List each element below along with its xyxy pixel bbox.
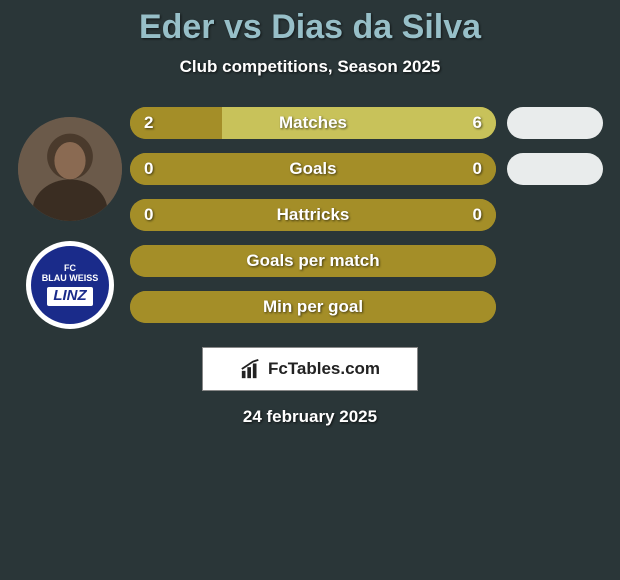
content: Eder vs Dias da Silva Club competitions,… xyxy=(0,0,620,427)
bar-label: Matches xyxy=(130,107,496,139)
main-row: FC BLAU WEISS LINZ 26Matches 00Goals 00Hat… xyxy=(0,107,620,329)
pill-slot xyxy=(507,153,603,185)
chart-icon xyxy=(240,358,262,380)
stat-bar: Min per goal xyxy=(130,291,496,323)
bar-label: Hattricks xyxy=(130,199,496,231)
bar-label: Goals per match xyxy=(130,245,496,277)
bars-column: 26Matches 00Goals 00Hattricks Goals per mat… xyxy=(130,107,500,323)
stat-bar: 00Goals xyxy=(130,153,496,185)
stat-pill xyxy=(507,107,603,139)
stat-bar: Goals per match xyxy=(130,245,496,277)
page-subtitle: Club competitions, Season 2025 xyxy=(0,57,620,77)
stat-bar: 26Matches xyxy=(130,107,496,139)
right-column xyxy=(500,107,610,323)
stat-bar: 00Hattricks xyxy=(130,199,496,231)
footer: FcTables.com 24 february 2025 xyxy=(0,347,620,427)
bar-label: Goals xyxy=(130,153,496,185)
left-column: FC BLAU WEISS LINZ xyxy=(10,107,130,329)
avatar-placeholder-icon xyxy=(18,117,122,221)
brand-box[interactable]: FcTables.com xyxy=(202,347,418,391)
pill-slot xyxy=(507,107,603,139)
club-badge-inner: FC BLAU WEISS LINZ xyxy=(31,246,109,324)
date-text: 24 february 2025 xyxy=(243,407,377,427)
stat-pill xyxy=(507,153,603,185)
bar-label: Min per goal xyxy=(130,291,496,323)
club-line2: BLAU WEISS xyxy=(42,274,99,284)
club-badge: FC BLAU WEISS LINZ xyxy=(26,241,114,329)
brand-text: FcTables.com xyxy=(268,359,380,379)
club-line3: LINZ xyxy=(47,287,92,306)
player-avatar xyxy=(18,117,122,221)
page-title: Eder vs Dias da Silva xyxy=(0,8,620,47)
